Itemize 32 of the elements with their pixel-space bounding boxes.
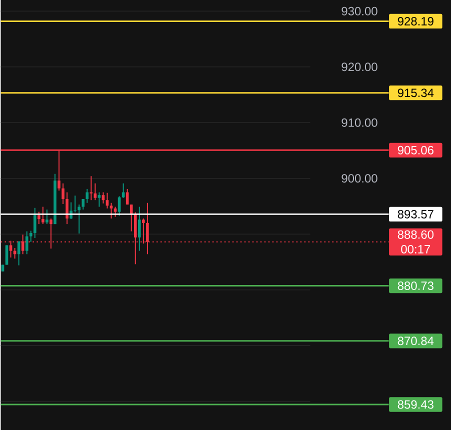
ref-line-label: 915.34 (398, 88, 434, 97)
candlestick (42, 206, 44, 224)
candlestick (5, 244, 8, 266)
candlestick (38, 211, 40, 224)
candlestick (33, 207, 36, 238)
candlestick (98, 192, 101, 208)
candlestick (110, 202, 113, 219)
text: 00:17 (401, 244, 430, 254)
candlestick (86, 188, 89, 204)
candlestick (74, 194, 76, 213)
candlestick (62, 182, 64, 204)
candlestick (138, 206, 141, 252)
ref-line-label: 880.73 (398, 281, 434, 290)
candlestick (94, 182, 97, 200)
candlestick (46, 208, 48, 224)
y-tick-label: 920.00 (342, 62, 378, 71)
ref-line-label: 859.43 (398, 400, 434, 409)
candlestick (25, 230, 28, 255)
candlestick (66, 192, 68, 224)
candlestick (78, 204, 81, 234)
y-tick-label: 900.00 (342, 174, 378, 182)
ref-line-label: 888.60 (398, 230, 434, 239)
ref-line-label: 870.84 (398, 336, 434, 345)
ref-line-label: 928.19 (398, 16, 434, 26)
y-tick-label: 930.00 (342, 6, 378, 16)
candlestick (126, 188, 129, 205)
ref-line-label: 905.06 (398, 146, 434, 154)
y-tick-label: 910.00 (342, 118, 378, 127)
candlestick (114, 206, 117, 218)
candlestick (29, 230, 32, 242)
ref-line-label: 893.57 (398, 210, 434, 218)
candlestick (130, 204, 133, 232)
